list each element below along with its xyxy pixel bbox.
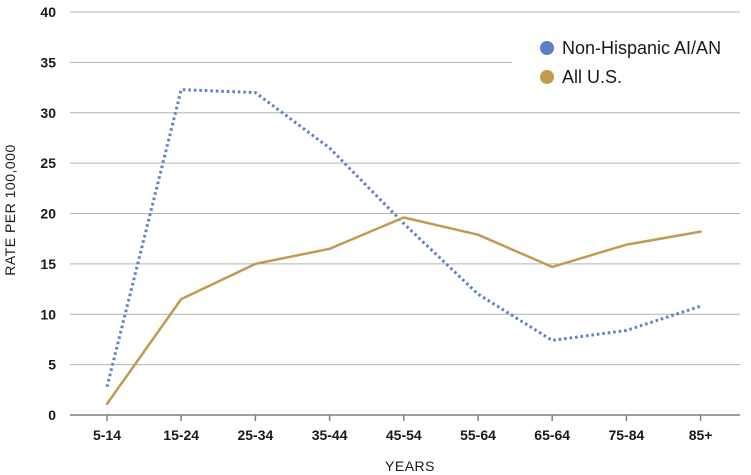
x-tick-label: 45-54 [386,427,422,443]
series-line-non-hispanic [105,88,702,388]
y-axis-title: RATE PER 100,000 [2,144,18,275]
x-tick-label: 25-34 [237,427,273,443]
y-tick-label: 40 [40,4,56,20]
legend-label: Non-Hispanic AI/AN [562,38,721,58]
legend-item-non-hispanic: Non-Hispanic AI/AN [540,38,721,58]
gridlines [70,11,740,366]
x-tick-label: 5-14 [93,427,121,443]
x-tick-label: 85+ [689,427,713,443]
series-line-all-us [105,216,702,406]
y-tick-label: 20 [40,206,56,222]
y-tick-label: 15 [40,256,56,272]
y-tick-label: 25 [40,155,56,171]
legend-label: All U.S. [562,67,622,87]
y-tick-label: 30 [40,105,56,121]
legend-item-all-us: All U.S. [540,67,622,87]
x-tick-label: 75-84 [608,427,644,443]
x-tick-label: 55-64 [460,427,496,443]
y-tick-label: 35 [40,54,56,70]
y-tick-label: 10 [40,306,56,322]
legend-swatch [540,41,554,55]
legend-swatch [540,70,554,84]
legend: Non-Hispanic AI/AN All U.S. [540,38,721,87]
series-lines [105,88,702,406]
x-tick-label: 65-64 [534,427,570,443]
y-tick-labels: 0 5 10 15 20 25 30 35 40 [40,4,56,423]
x-tick-label: 35-44 [312,427,348,443]
x-tick-label: 15-24 [163,427,199,443]
y-tick-label: 5 [48,357,56,373]
y-tick-label: 0 [48,407,56,423]
x-axis-title: YEARS [385,458,435,474]
x-tick-labels: 5-14 15-24 25-34 35-44 45-54 55-64 65-64 75-84 8… [93,415,712,443]
